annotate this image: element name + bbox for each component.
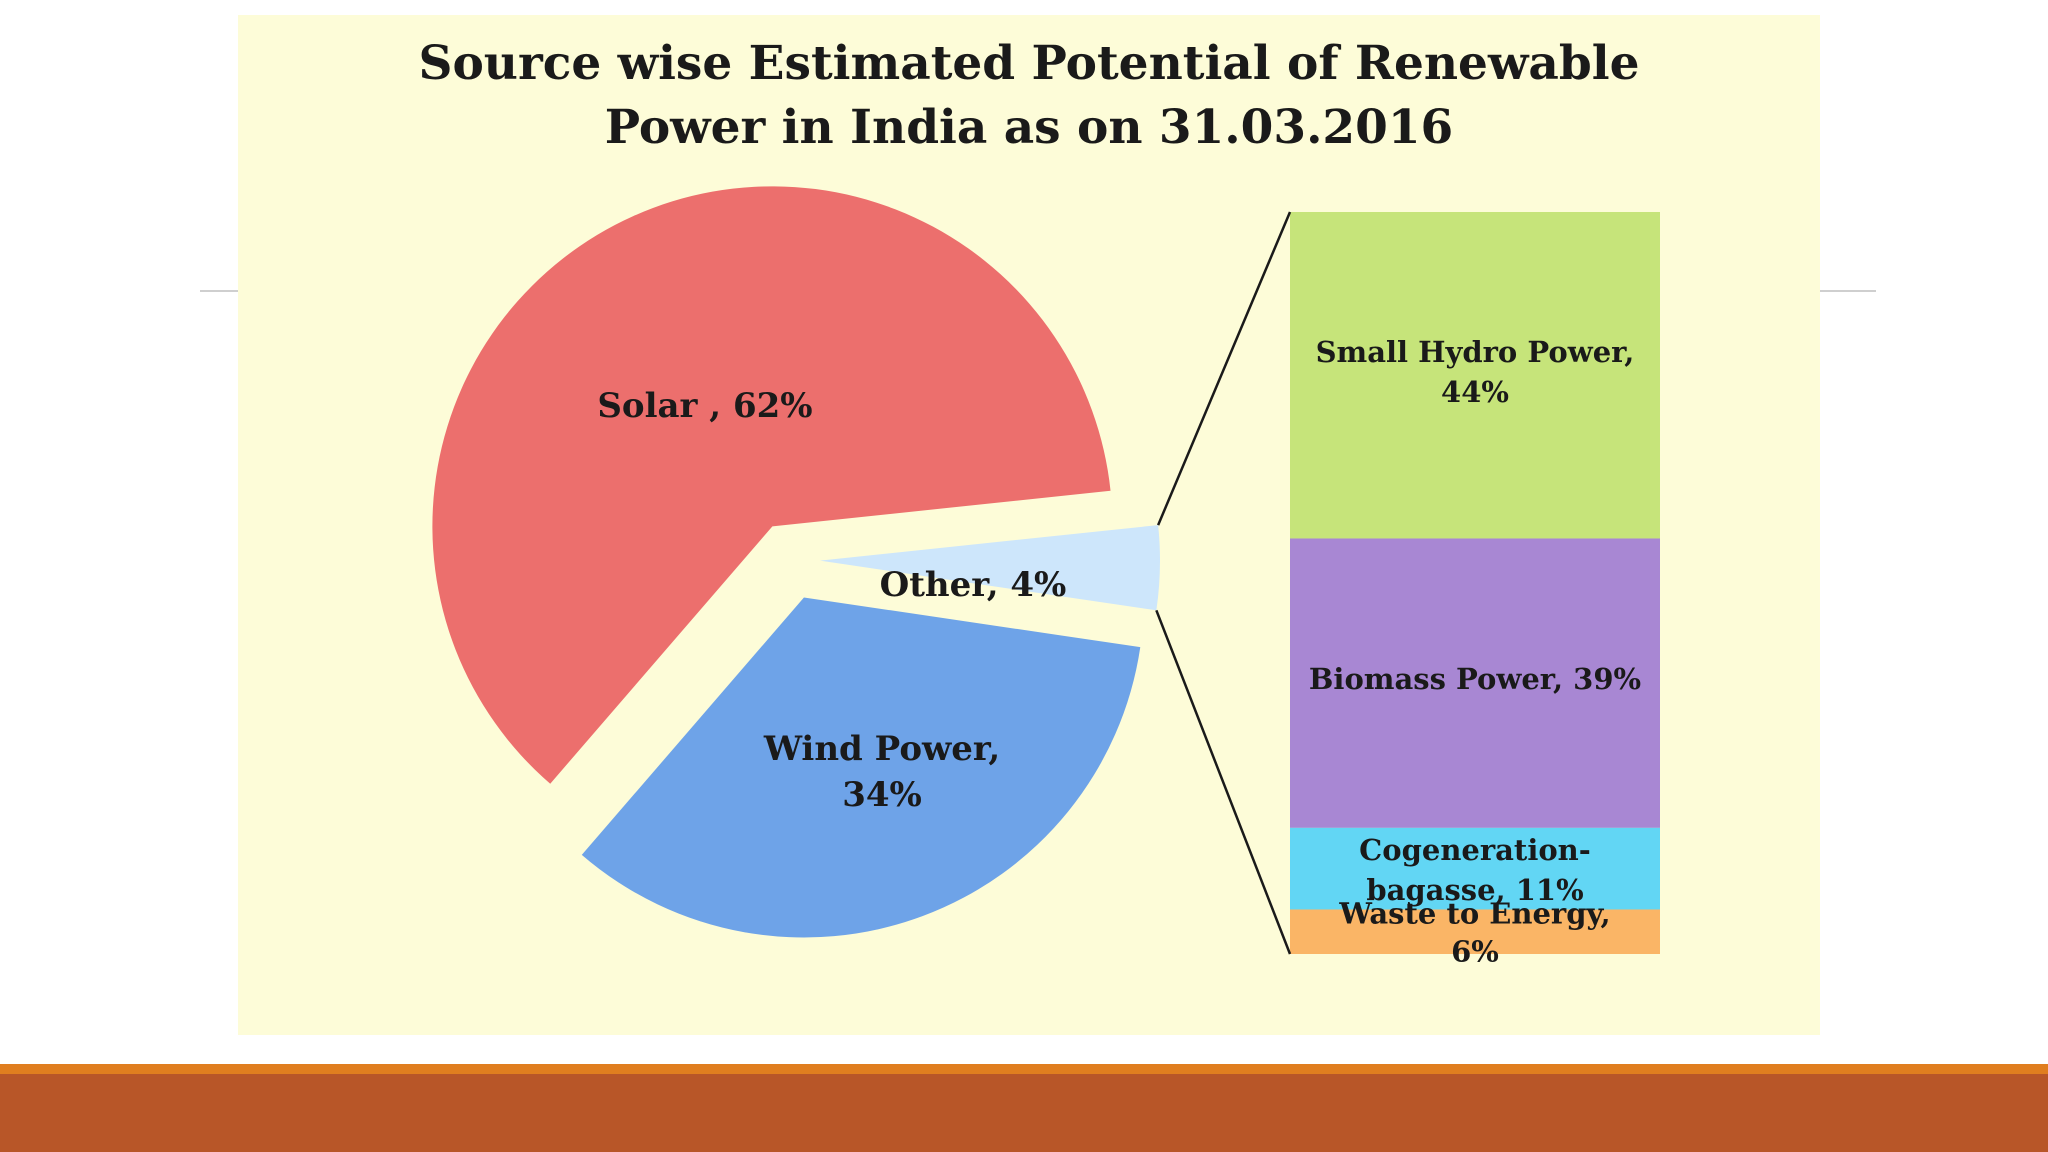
bar-label-small-hydro-power: Small Hydro Power, 44% (1316, 335, 1635, 409)
pie-label-wind-power: Wind Power, 34% (763, 729, 1000, 815)
chart-title: Source wise Estimated Potential of Renew… (238, 32, 1820, 160)
footer-band (0, 1074, 2048, 1152)
pie-slice-solar (432, 186, 1111, 784)
pie-label-other: Other, 4% (880, 565, 1067, 605)
slide-rule-left (200, 290, 240, 292)
bar-label-waste-to-energy: Waste to Energy, 6% (1338, 896, 1610, 968)
pie-slice-wind-power (581, 597, 1141, 938)
footer-accent-bar (0, 1064, 2048, 1074)
bar-label-biomass-power: Biomass Power, 39% (1309, 662, 1641, 696)
bar-segment-cogeneration-bagasse (1290, 827, 1660, 910)
connector-line-top (1156, 211, 1292, 526)
chart-title-line-2: Power in India as on 31.03.2016 (604, 100, 1454, 155)
bar-segment-waste-to-energy (1290, 909, 1660, 954)
pie-label-solar: Solar , 62% (597, 386, 812, 426)
pie-slice-other (819, 525, 1160, 611)
bar-segment-small-hydro-power (1290, 212, 1660, 539)
chart-title-line-1: Source wise Estimated Potential of Renew… (418, 36, 1640, 91)
connector-line-bottom (1155, 609, 1292, 955)
slide-rule-right (1820, 290, 1876, 292)
bar-segment-biomass-power (1290, 538, 1660, 828)
bar-label-cogeneration-bagasse: Cogeneration-bagasse, 11% (1359, 833, 1591, 907)
